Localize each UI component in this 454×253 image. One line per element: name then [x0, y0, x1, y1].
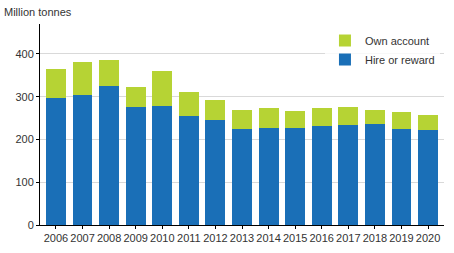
svg-text:2009: 2009: [123, 232, 147, 244]
svg-text:2011: 2011: [177, 232, 201, 244]
svg-text:2016: 2016: [309, 232, 333, 244]
svg-text:200: 200: [15, 133, 33, 145]
svg-text:2006: 2006: [44, 232, 68, 244]
svg-text:2008: 2008: [97, 232, 121, 244]
svg-text:2017: 2017: [336, 232, 360, 244]
svg-text:Hire or reward: Hire or reward: [365, 54, 435, 66]
svg-text:300: 300: [15, 91, 33, 103]
svg-text:2019: 2019: [389, 232, 413, 244]
svg-text:400: 400: [15, 48, 33, 60]
svg-text:2020: 2020: [416, 232, 440, 244]
svg-text:0: 0: [28, 219, 34, 231]
svg-text:2010: 2010: [150, 232, 174, 244]
svg-text:2013: 2013: [230, 232, 254, 244]
svg-text:Million tonnes: Million tonnes: [4, 6, 72, 18]
svg-text:Own account: Own account: [365, 35, 429, 47]
svg-text:100: 100: [15, 176, 33, 188]
svg-text:2018: 2018: [363, 232, 387, 244]
svg-text:2012: 2012: [203, 232, 227, 244]
svg-text:2007: 2007: [70, 232, 94, 244]
svg-text:2015: 2015: [283, 232, 307, 244]
svg-text:2014: 2014: [256, 232, 280, 244]
